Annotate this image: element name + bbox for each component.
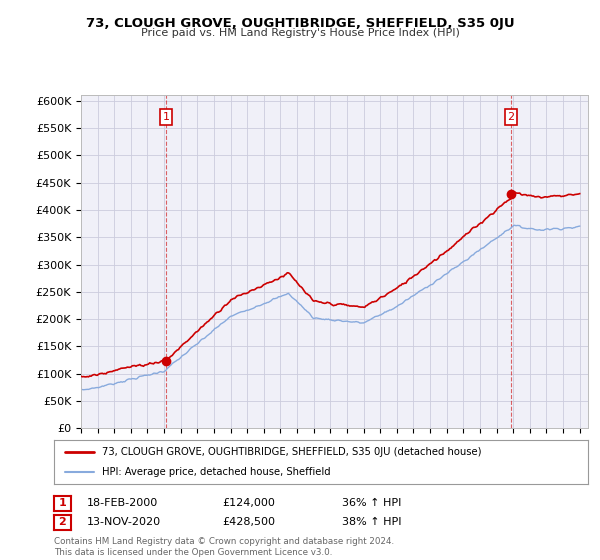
Text: 1: 1: [59, 498, 66, 508]
Text: 13-NOV-2020: 13-NOV-2020: [87, 517, 161, 528]
Text: Price paid vs. HM Land Registry's House Price Index (HPI): Price paid vs. HM Land Registry's House …: [140, 28, 460, 38]
Text: 73, CLOUGH GROVE, OUGHTIBRIDGE, SHEFFIELD, S35 0JU: 73, CLOUGH GROVE, OUGHTIBRIDGE, SHEFFIEL…: [86, 17, 514, 30]
Text: Contains HM Land Registry data © Crown copyright and database right 2024.
This d: Contains HM Land Registry data © Crown c…: [54, 537, 394, 557]
Text: 36% ↑ HPI: 36% ↑ HPI: [342, 498, 401, 508]
Text: HPI: Average price, detached house, Sheffield: HPI: Average price, detached house, Shef…: [102, 467, 331, 477]
Text: 18-FEB-2000: 18-FEB-2000: [87, 498, 158, 508]
Text: £428,500: £428,500: [222, 517, 275, 528]
Text: 2: 2: [59, 517, 66, 528]
Text: £124,000: £124,000: [222, 498, 275, 508]
Text: 2: 2: [508, 112, 515, 122]
Text: 38% ↑ HPI: 38% ↑ HPI: [342, 517, 401, 528]
Text: 1: 1: [163, 112, 170, 122]
Text: 73, CLOUGH GROVE, OUGHTIBRIDGE, SHEFFIELD, S35 0JU (detached house): 73, CLOUGH GROVE, OUGHTIBRIDGE, SHEFFIEL…: [102, 447, 482, 457]
